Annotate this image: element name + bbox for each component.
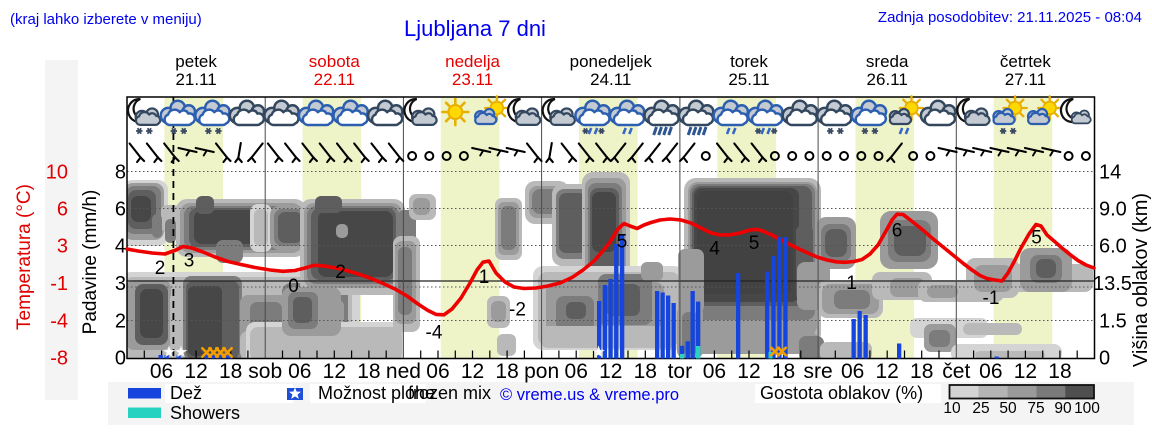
svg-text:četrtek: četrtek [1000,52,1052,71]
svg-text:Gostota oblakov (%): Gostota oblakov (%) [760,383,923,403]
svg-text:100: 100 [1074,400,1100,417]
svg-text:petek: petek [175,52,217,71]
svg-text:© vreme.us & vreme.pro: © vreme.us & vreme.pro [500,386,679,404]
svg-text:ned: ned [386,360,421,383]
svg-text:06: 06 [288,360,311,383]
svg-text:6: 6 [115,199,126,221]
svg-text:pon: pon [524,360,559,383]
svg-text:12: 12 [875,360,898,383]
svg-text:8: 8 [115,162,126,184]
svg-text:0: 0 [288,276,299,297]
svg-text:nedelja: nedelja [445,52,500,71]
svg-text:sre: sre [803,360,832,383]
svg-text:(kraj lahko izberete v meniju): (kraj lahko izberete v meniju) [10,11,202,28]
svg-text:tor: tor [668,360,693,383]
svg-text:75: 75 [1027,400,1044,417]
svg-text:Možnost plohe: Možnost plohe [318,383,435,403]
svg-text:ponedeljek: ponedeljek [570,52,653,71]
svg-text:6: 6 [892,221,903,242]
svg-text:14: 14 [1099,162,1121,184]
svg-text:50: 50 [999,400,1017,417]
svg-text:Padavine (mm/h): Padavine (mm/h) [80,190,101,335]
svg-text:12: 12 [461,360,484,383]
svg-text:0: 0 [115,348,126,370]
svg-text:18: 18 [1048,360,1071,383]
svg-text:sreda: sreda [866,52,909,71]
svg-text:-4: -4 [426,323,443,344]
svg-text:6.0: 6.0 [1099,236,1127,258]
svg-text:25.11: 25.11 [728,70,769,89]
svg-text:06: 06 [565,360,588,383]
svg-text:5: 5 [1031,228,1042,249]
svg-text:06: 06 [703,360,726,383]
svg-text:18: 18 [910,360,933,383]
svg-text:2: 2 [155,258,166,279]
svg-text:4: 4 [115,236,126,258]
svg-text:4: 4 [709,239,720,260]
svg-text:90: 90 [1054,400,1072,417]
svg-text:5: 5 [617,232,628,253]
svg-text:3: 3 [115,273,126,295]
svg-text:24.11: 24.11 [590,70,631,89]
svg-text:13.5: 13.5 [1093,273,1132,295]
svg-text:12: 12 [1014,360,1037,383]
svg-text:6: 6 [57,199,68,221]
svg-text:26.11: 26.11 [867,70,908,89]
svg-text:18: 18 [495,360,518,383]
svg-text:sob: sob [248,360,282,383]
svg-text:10: 10 [943,400,961,417]
svg-text:12: 12 [323,360,346,383]
svg-text:Ljubljana 7 dni: Ljubljana 7 dni [404,16,546,41]
svg-text:1: 1 [846,273,857,294]
svg-text:1.5: 1.5 [1099,311,1127,333]
svg-text:12: 12 [184,360,207,383]
svg-text:2: 2 [115,311,126,333]
svg-text:06: 06 [426,360,449,383]
svg-text:-1: -1 [50,273,68,295]
svg-text:-4: -4 [50,311,68,333]
svg-text:21.11: 21.11 [175,70,216,89]
svg-text:22.11: 22.11 [314,70,355,89]
svg-text:3: 3 [184,251,195,272]
svg-text:06: 06 [979,360,1002,383]
svg-text:18: 18 [219,360,242,383]
svg-text:23.11: 23.11 [452,70,493,89]
svg-text:3: 3 [57,236,68,258]
svg-text:čet: čet [942,360,970,383]
svg-text:27.11: 27.11 [1005,70,1046,89]
svg-text:06: 06 [841,360,864,383]
svg-text:-8: -8 [50,348,68,370]
svg-text:18: 18 [772,360,795,383]
svg-text:18: 18 [634,360,657,383]
svg-text:06: 06 [150,360,173,383]
svg-text:Višina oblakov (km): Višina oblakov (km) [1130,193,1152,367]
svg-text:0: 0 [1099,348,1110,370]
svg-text:-1: -1 [983,288,1000,309]
svg-text:frozen mix: frozen mix [408,383,491,403]
svg-text:torek: torek [730,52,768,71]
svg-text:Showers: Showers [170,403,240,423]
svg-text:25: 25 [972,400,989,417]
svg-text:1: 1 [479,267,490,288]
svg-text:10: 10 [46,162,68,184]
svg-text:sobota: sobota [309,52,361,71]
svg-text:12: 12 [599,360,622,383]
svg-text:Temperatura (°C): Temperatura (°C) [14,184,35,330]
svg-text:5: 5 [749,233,760,254]
svg-text:Dež: Dež [170,383,202,403]
svg-text:2: 2 [335,262,346,283]
svg-text:18: 18 [357,360,380,383]
svg-text:12: 12 [737,360,760,383]
svg-text:Zadnja posodobitev: 21.11.2025: Zadnja posodobitev: 21.11.2025 - 08:04 [878,9,1142,26]
svg-text:-2: -2 [509,300,526,321]
svg-text:9.0: 9.0 [1099,199,1127,221]
